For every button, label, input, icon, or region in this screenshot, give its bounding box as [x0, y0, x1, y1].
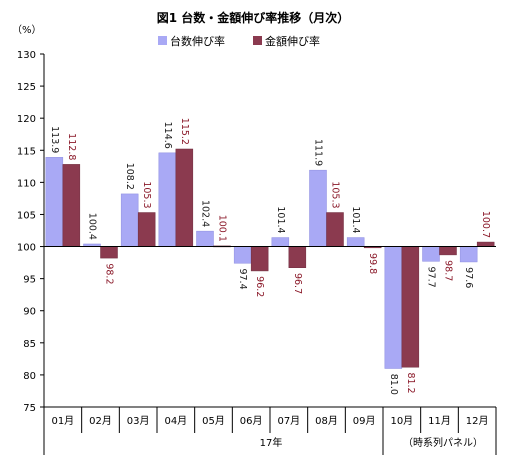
- data-label-amount-rate: 96.7: [292, 273, 303, 294]
- data-label-amount-rate: 98.7: [443, 260, 454, 281]
- data-label-unit-rate: 101.4: [275, 206, 286, 233]
- data-label-unit-rate: 111.9: [313, 139, 324, 166]
- bar-unit-rate: [233, 246, 252, 264]
- data-label-unit-rate: 102.4: [200, 200, 211, 227]
- bar-unit-rate: [309, 169, 327, 247]
- data-label-unit-rate: 114.6: [162, 122, 173, 149]
- x-tick-label: 08月: [315, 415, 338, 427]
- bar-unit-rate: [45, 157, 64, 247]
- bar-unit-rate: [196, 230, 214, 247]
- legend-label-unit-rate: 台数伸び率: [170, 34, 225, 48]
- chart-title: 図1 台数・金額伸び率推移（月次）: [157, 10, 350, 25]
- y-tick-label: 85: [23, 339, 36, 350]
- data-label-amount-rate: 105.3: [330, 181, 341, 208]
- data-label-unit-rate: 108.2: [124, 163, 135, 190]
- y-tick-label: 130: [17, 50, 36, 61]
- y-axis-unit-label: （%）: [12, 24, 42, 36]
- bar-unit-rate: [459, 246, 478, 263]
- data-label-unit-rate: 101.4: [350, 206, 361, 233]
- bar-amount-rate: [62, 164, 81, 247]
- data-label-unit-rate: 100.4: [87, 213, 98, 240]
- x-tick-label: 10月: [390, 415, 413, 427]
- x-tick-label: 12月: [466, 415, 489, 427]
- bar-amount-rate: [288, 246, 307, 268]
- data-label-amount-rate: 112.8: [66, 133, 77, 160]
- x-tick-label: 05月: [202, 415, 225, 427]
- legend-swatch-amount-rate: [253, 36, 262, 45]
- data-label-amount-rate: 99.8: [367, 253, 378, 274]
- y-tick-label: 120: [17, 114, 36, 125]
- y-tick-label: 125: [17, 82, 36, 93]
- data-label-unit-rate: 97.6: [463, 267, 474, 288]
- x-tick-label: 07月: [277, 415, 300, 427]
- bar-amount-rate: [175, 148, 194, 247]
- data-label-amount-rate: 105.3: [141, 181, 152, 208]
- bar-unit-rate: [271, 237, 290, 247]
- legend-label-amount-rate: 金額伸び率: [265, 34, 320, 48]
- bar-amount-rate: [326, 212, 344, 247]
- x-tick-label: 02月: [89, 415, 112, 427]
- x-tick-label: 01月: [51, 415, 74, 427]
- y-tick-label: 115: [17, 146, 36, 157]
- x-axis-group-label: 17年: [260, 436, 283, 449]
- bar-unit-rate: [346, 237, 365, 247]
- x-tick-label: 11月: [428, 415, 451, 427]
- x-tick-label: 03月: [127, 415, 150, 427]
- data-label-amount-rate: 81.2: [405, 372, 416, 393]
- data-label-unit-rate: 97.7: [426, 267, 437, 288]
- data-label-amount-rate: 100.7: [480, 211, 491, 238]
- x-tick-label: 06月: [240, 415, 263, 427]
- data-label-unit-rate: 81.0: [388, 374, 399, 395]
- x-axis: 01月 02月 03月 04月 05月 06月 07月 08月 09月 10月 11月 12月: [43, 246, 497, 455]
- bar-unit-rate: [422, 246, 440, 262]
- data-label-amount-rate: 98.2: [104, 263, 115, 284]
- y-tick-label: 80: [23, 371, 36, 382]
- data-label-unit-rate: 97.4: [237, 268, 248, 289]
- bar-unit-rate: [158, 152, 177, 247]
- data-label-unit-rate: 113.9: [49, 126, 60, 153]
- data-label-amount-rate: 100.1: [217, 215, 228, 242]
- legend-swatch-unit-rate: [158, 36, 167, 45]
- bars: 113.9 100.4 108.2 114.6 102.4 97.4 101.4 111.9 1…: [45, 118, 495, 395]
- y-tick-label: 105: [17, 210, 36, 221]
- y-tick-label: 110: [17, 178, 36, 189]
- bar-amount-rate: [401, 246, 420, 368]
- x-tick-label: 09月: [353, 415, 376, 427]
- bar-unit-rate: [384, 246, 403, 369]
- y-tick-label: 100: [17, 243, 36, 254]
- y-tick-label: 95: [23, 275, 36, 286]
- bar-amount-rate: [250, 246, 269, 272]
- bar-amount-rate: [439, 246, 457, 256]
- legend: 台数伸び率 金額伸び率: [158, 34, 320, 48]
- bar-amount-rate: [137, 212, 156, 247]
- x-tick-label: 04月: [164, 415, 187, 427]
- data-label-amount-rate: 115.2: [179, 118, 190, 145]
- y-tick-label: 75: [23, 403, 36, 414]
- bar-amount-rate: [476, 241, 495, 247]
- y-axis: 75 80 85 90 95 100 105 110 115 120 125 130: [17, 50, 45, 414]
- bar-unit-rate: [120, 193, 139, 247]
- data-label-amount-rate: 96.2: [254, 276, 265, 297]
- panel-note: （時系列パネル）: [403, 436, 483, 449]
- y-tick-label: 90: [23, 307, 36, 318]
- bar-amount-rate: [100, 246, 118, 259]
